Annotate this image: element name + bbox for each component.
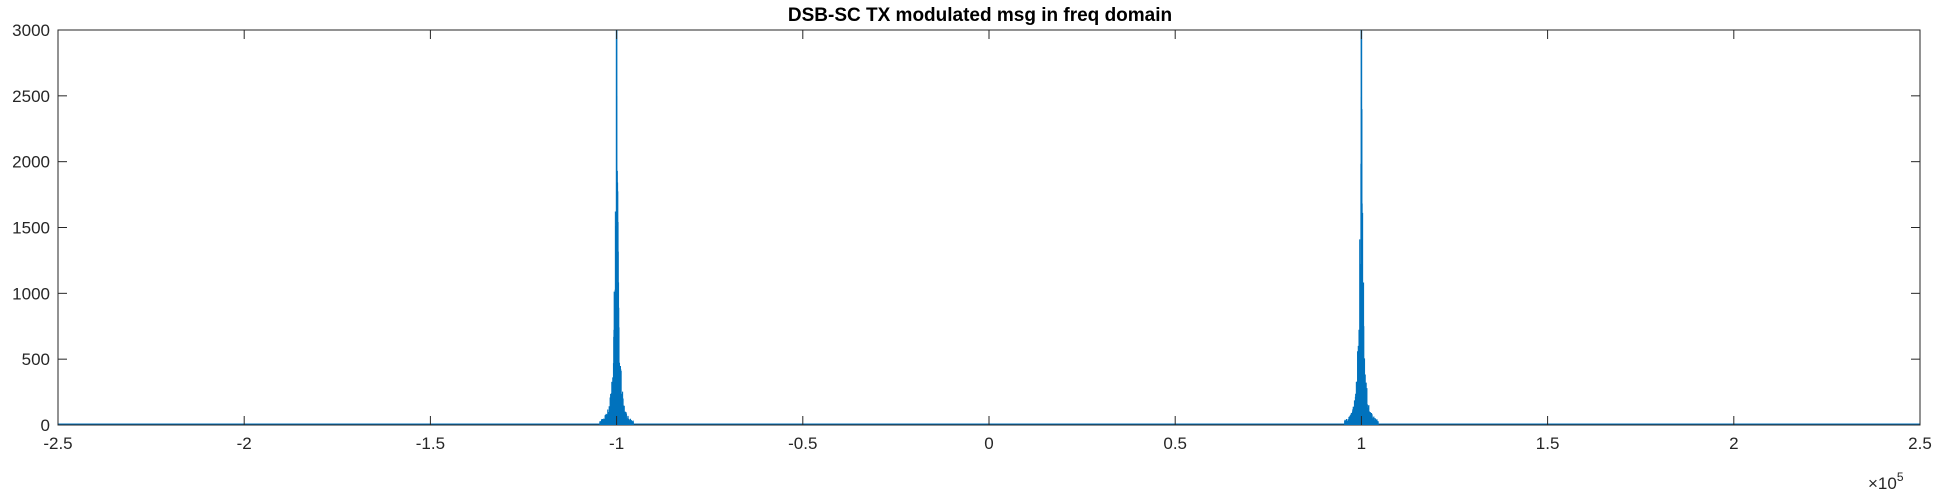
peak-lines bbox=[599, 95, 634, 425]
y-tick-label: 1500 bbox=[12, 219, 50, 238]
y-tick-label: 2000 bbox=[12, 153, 50, 172]
x-tick-label: -1 bbox=[609, 434, 624, 453]
chart-title: DSB-SC TX modulated msg in freq domain bbox=[788, 5, 1172, 26]
spectral-peak bbox=[599, 30, 634, 425]
x-tick-label: 0.5 bbox=[1163, 434, 1187, 453]
spectral-peak bbox=[1344, 30, 1379, 425]
x-axis-ticks: -2.5 -2 -1.5 -1 -0.5 0 0.5 1 1.5 2 2.5 bbox=[43, 30, 1932, 453]
x-tick-label: 0 bbox=[984, 434, 993, 453]
x-tick-label: 1.5 bbox=[1536, 434, 1560, 453]
x-tick-label: 2.5 bbox=[1908, 434, 1932, 453]
y-tick-label: 2500 bbox=[12, 87, 50, 106]
svg-text:×105: ×105 bbox=[1868, 470, 1904, 493]
peak-base-fill bbox=[612, 390, 622, 425]
x-tick-label: -2.5 bbox=[43, 434, 72, 453]
x-tick-label: -2 bbox=[237, 434, 252, 453]
x-tick-label: 2 bbox=[1729, 434, 1738, 453]
y-tick-label: 500 bbox=[22, 350, 50, 369]
x-axis-exponent-label: ×105 bbox=[1868, 470, 1904, 493]
axes-box bbox=[57, 29, 1921, 426]
x-exponent-base: ×10 bbox=[1868, 474, 1897, 493]
y-tick-label: 0 bbox=[41, 416, 50, 435]
y-tick-label: 3000 bbox=[12, 21, 50, 40]
peak-base-fill bbox=[1356, 390, 1366, 425]
y-axis-ticks: 0 500 1000 1500 2000 2500 3000 bbox=[12, 21, 1920, 435]
x-tick-label: 1 bbox=[1357, 434, 1366, 453]
x-tick-label: -1.5 bbox=[416, 434, 445, 453]
x-tick-label: -0.5 bbox=[788, 434, 817, 453]
x-exponent-power: 5 bbox=[1897, 470, 1904, 484]
y-tick-label: 1000 bbox=[12, 284, 50, 303]
